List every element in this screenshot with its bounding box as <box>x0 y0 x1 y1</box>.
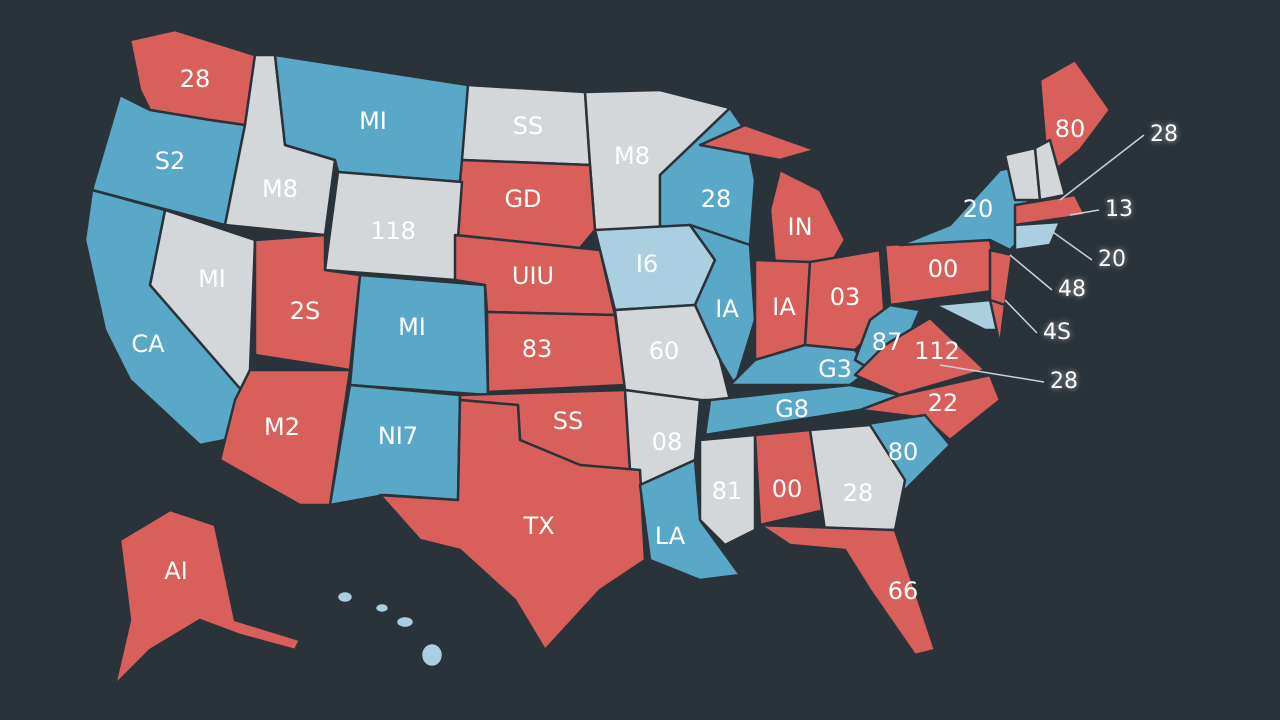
island <box>394 614 416 630</box>
state-label: 28 <box>701 185 732 213</box>
state <box>378 398 647 652</box>
state-label: CA <box>131 330 165 358</box>
state-label: I6 <box>636 250 658 278</box>
state <box>1033 138 1067 202</box>
state-label: IA <box>772 293 796 321</box>
state-label: IN <box>787 213 812 241</box>
state-label: 83 <box>522 335 553 363</box>
state-label: 20 <box>963 195 994 223</box>
state-label: TX <box>522 512 554 540</box>
state-label: UIU <box>512 262 554 290</box>
state <box>1013 193 1087 227</box>
state <box>218 368 352 507</box>
state <box>83 188 252 447</box>
state-label: MI <box>198 265 226 293</box>
state-label: SS <box>513 112 543 140</box>
state-label: SS <box>553 407 583 435</box>
state <box>1013 220 1062 252</box>
state-label: AI <box>164 557 188 585</box>
leader-line <box>1069 209 1100 216</box>
state-label: LA <box>655 522 686 550</box>
state-label: 00 <box>772 475 803 503</box>
state <box>988 248 1014 307</box>
state-label: NI7 <box>378 422 418 450</box>
state-label: G3 <box>818 355 852 383</box>
callout-label: 28 <box>1150 122 1178 147</box>
state-label: 80 <box>888 438 919 466</box>
callout-leaders <box>939 134 1145 383</box>
state-label: 2S <box>290 297 321 325</box>
state-label: M8 <box>614 142 650 170</box>
state-shapes <box>83 28 1112 687</box>
state-label: 22 <box>928 389 959 417</box>
leader-line <box>1049 229 1093 261</box>
island <box>373 601 391 615</box>
leader-line <box>939 364 1045 383</box>
state-label: S2 <box>155 147 186 175</box>
callout-label: 20 <box>1098 247 1126 272</box>
callout-label: 48 <box>1058 277 1086 302</box>
state <box>1038 58 1112 172</box>
callout-label: 28 <box>1050 369 1078 394</box>
state <box>688 223 757 387</box>
state <box>808 423 907 532</box>
leader-line <box>1059 134 1145 201</box>
state <box>113 508 302 687</box>
state-label: GD <box>504 185 541 213</box>
state-label: MI <box>398 313 426 341</box>
state <box>988 298 1007 347</box>
state <box>853 316 987 397</box>
state-label: 28 <box>180 65 211 93</box>
callout-label: 13 <box>1105 197 1133 222</box>
state-label: 118 <box>370 217 416 245</box>
state <box>698 123 817 162</box>
state-label: 28 <box>843 479 874 507</box>
state-label: IA <box>715 295 739 323</box>
state <box>638 458 742 582</box>
state-label: 00 <box>928 255 959 283</box>
state-label: M8 <box>262 175 298 203</box>
island <box>335 589 355 605</box>
state-label: M2 <box>264 413 300 441</box>
leader-line <box>1004 299 1038 334</box>
island <box>419 641 445 669</box>
leader-line <box>1009 254 1053 291</box>
state-labels: 28 S2 M8 MI SS M8 28 IN GD 118 MI CA 2S MI UIU I6 IA IA 03… <box>131 65 1178 605</box>
state-label: 08 <box>652 428 683 456</box>
state-label: 81 <box>712 477 743 505</box>
state-label: MI <box>359 107 387 135</box>
state <box>758 523 937 657</box>
state-label: 112 <box>914 337 960 365</box>
state <box>485 310 627 394</box>
state-label: 60 <box>649 337 680 365</box>
state-label: 80 <box>1055 115 1086 143</box>
callout-label: 4S <box>1043 320 1071 345</box>
state-label: G8 <box>775 395 809 423</box>
state-label: 87 <box>872 328 903 356</box>
state-label: 03 <box>830 283 861 311</box>
state-label: 66 <box>888 577 919 605</box>
